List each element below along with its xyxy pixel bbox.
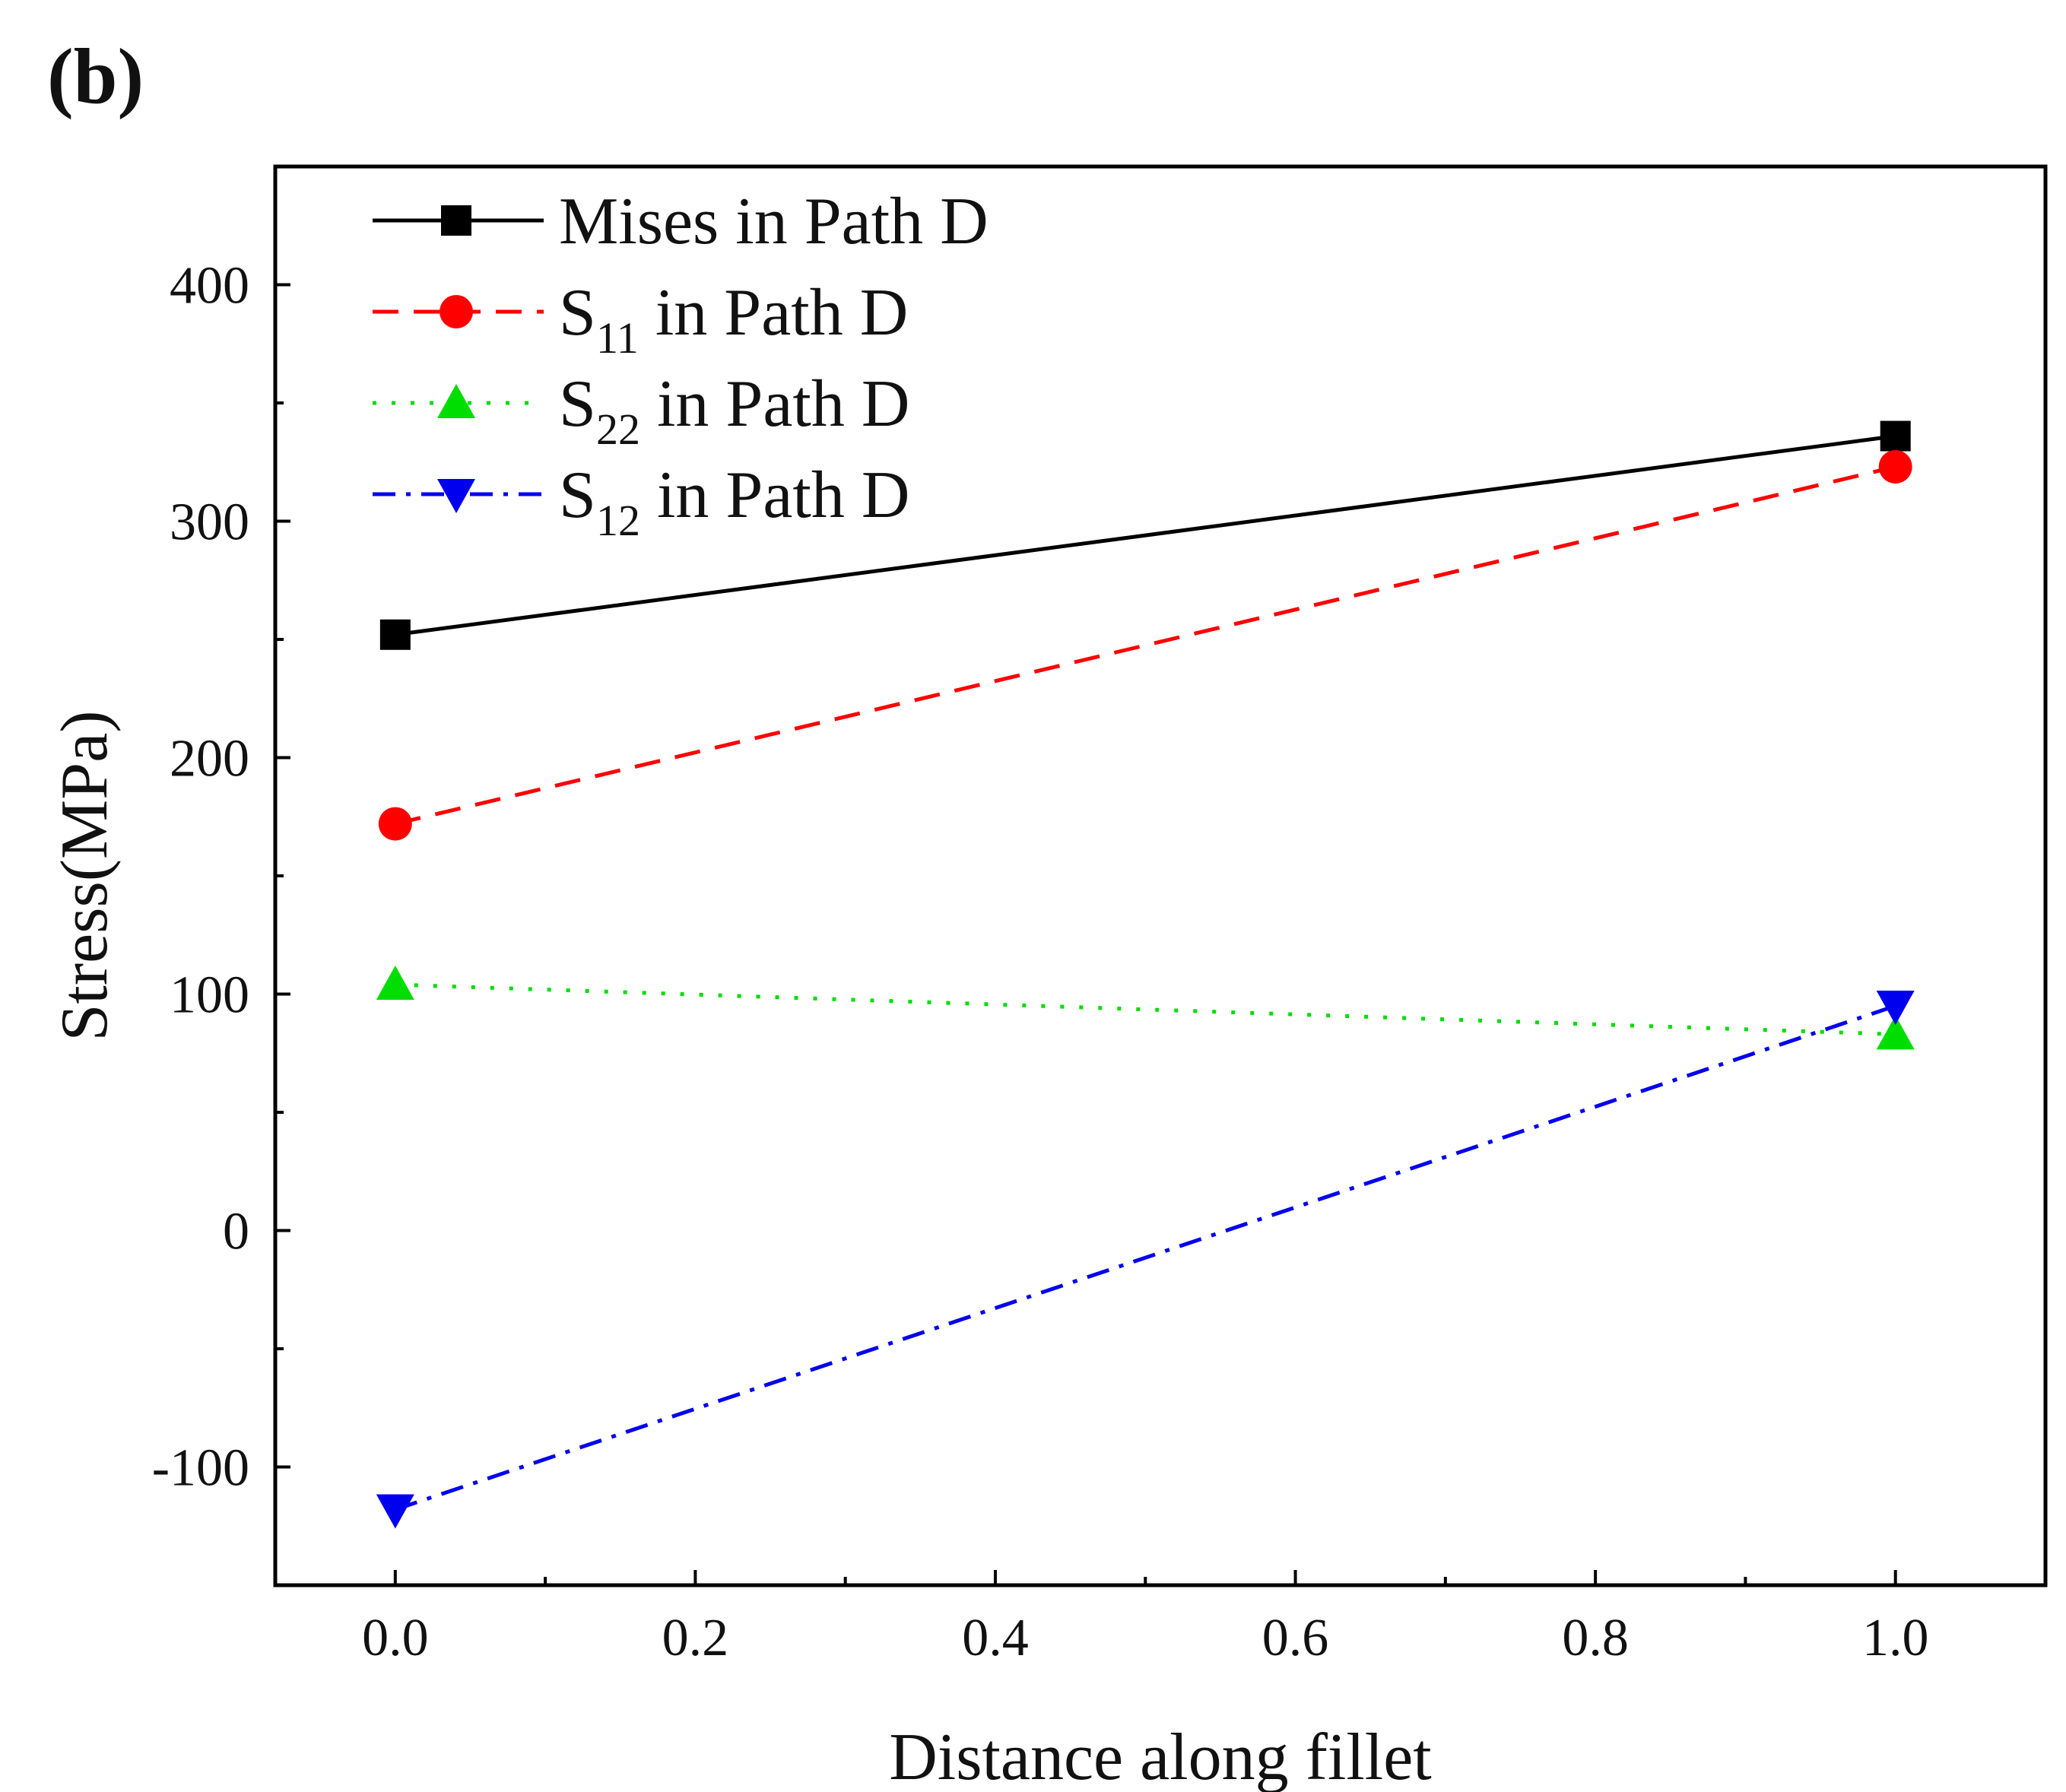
data-point <box>376 966 414 1001</box>
legend-marker <box>437 384 475 418</box>
x-tick-label: 0.8 <box>1562 1609 1629 1667</box>
series-line-2 <box>395 465 1896 826</box>
plot-frame <box>273 164 2048 1587</box>
legend-item: S11 in Path D <box>373 276 908 363</box>
x-axis-label: Distance along fillet <box>889 1721 1432 1792</box>
y-tick-label: -100 <box>152 1439 249 1498</box>
panel-label: (b) <box>47 33 144 120</box>
legend-label: S12 in Path D <box>559 458 909 545</box>
data-point <box>378 807 412 841</box>
y-tick-label: 400 <box>170 257 249 316</box>
data-point <box>1876 991 1915 1026</box>
x-tick-label: 0.6 <box>1262 1609 1329 1667</box>
legend-label: Mises in Path D <box>559 185 989 258</box>
legend-marker <box>437 479 475 513</box>
x-tick-label: 0.0 <box>362 1609 429 1667</box>
legend-label: S11 in Path D <box>559 276 908 363</box>
y-tick-label: 0 <box>223 1203 249 1261</box>
y-axis-label: Stress(MPa) <box>48 710 122 1041</box>
data-point <box>379 619 411 650</box>
data-point <box>1876 1015 1915 1050</box>
y-tick-label: 300 <box>170 493 249 552</box>
data-point <box>1878 449 1912 484</box>
legend-item: S12 in Path D <box>373 458 909 545</box>
series-line-3 <box>395 982 1896 1036</box>
data-point <box>1880 420 1911 452</box>
y-tick-label: 200 <box>170 730 249 788</box>
legend-label: S22 in Path D <box>559 367 909 454</box>
legend-item: Mises in Path D <box>373 185 989 258</box>
y-tick-label: 100 <box>170 966 249 1025</box>
series-line-4 <box>395 1004 1896 1511</box>
legend-item: S22 in Path D <box>373 367 909 454</box>
series-line-1 <box>395 434 1896 637</box>
data-point <box>376 1494 414 1529</box>
legend-marker <box>440 295 473 328</box>
x-tick-label: 0.2 <box>662 1609 729 1667</box>
x-tick-label: 0.4 <box>962 1609 1029 1667</box>
legend-marker <box>441 205 471 236</box>
x-tick-label: 1.0 <box>1862 1609 1929 1667</box>
